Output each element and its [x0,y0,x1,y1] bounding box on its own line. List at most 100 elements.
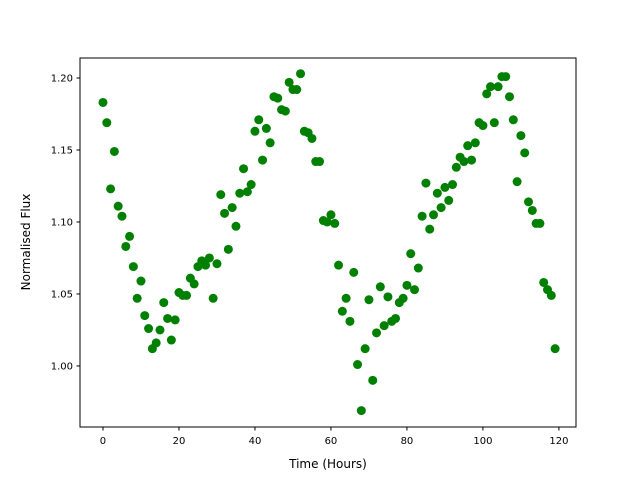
data-point [132,293,142,303]
data-point [489,118,499,128]
data-point [140,311,150,321]
data-point [220,208,230,218]
x-tick-label: 20 [173,436,186,447]
data-point [470,138,480,148]
data-point [166,335,176,345]
data-point [155,325,165,335]
data-point [208,293,218,303]
data-point [478,121,488,131]
data-point [356,406,366,416]
data-point [334,260,344,270]
data-point [170,315,180,325]
data-point [425,224,435,234]
data-point [117,211,127,221]
data-point [98,97,108,107]
data-point [231,221,241,231]
x-tick-label: 40 [249,436,262,447]
data-point [550,344,560,354]
data-point [242,187,252,197]
data-point [106,184,116,194]
x-tick-label: 0 [100,436,106,447]
data-point [125,231,135,241]
data-point [102,118,112,128]
data-point [284,77,294,87]
data-point [341,293,351,303]
data-point [486,82,496,92]
data-point [163,313,173,323]
data-point [375,282,385,292]
data-point [520,148,530,158]
data-point [501,72,511,82]
data-point [391,313,401,323]
y-tick-label: 1.05 [51,289,73,300]
data-point [273,93,283,103]
data-point [292,85,302,95]
data-point [372,328,382,338]
data-point [216,190,226,200]
data-point [246,180,256,190]
data-point [432,188,442,198]
data-point [493,82,503,92]
data-point [398,293,408,303]
data-point [235,188,245,198]
data-point [254,115,264,125]
data-point [364,295,374,305]
data-point [250,126,260,136]
data-point [406,249,416,259]
data-point [436,203,446,213]
data-point [151,338,161,348]
data-point [440,182,450,192]
data-point [512,177,522,187]
x-tick-label: 80 [401,436,414,447]
data-point [159,298,169,308]
axis-ticks: 0 20 40 60 80 100 120 1.00 1.05 1.10 1.15 1.20 [51,74,569,447]
data-point [189,279,199,289]
x-tick-label: 100 [473,436,492,447]
data-point [349,267,359,277]
data-point [258,155,268,165]
data-point [444,195,454,205]
data-point [459,157,469,167]
y-tick-label: 1.10 [51,217,73,228]
data-point [144,324,154,334]
data-point [182,290,192,300]
data-point [527,205,537,215]
x-tick-label: 60 [325,436,338,447]
data-point [315,157,325,167]
y-axis-label: Normalised Flux [19,194,33,291]
y-tick-label: 1.15 [51,145,73,156]
data-point [448,180,458,190]
data-point [337,306,347,316]
data-point [413,263,423,273]
data-point [463,141,473,151]
data-point [353,360,363,370]
y-tick-label: 1.00 [51,361,73,372]
data-point [505,92,515,102]
data-point [330,218,340,228]
axes-frame [79,57,577,428]
data-point [417,211,427,221]
data-point [421,178,431,188]
data-point [261,123,271,133]
data-point [280,106,290,116]
data-point [508,115,518,125]
data-point [227,203,237,213]
data-point [204,253,214,263]
data-point [136,276,146,286]
data-point [113,201,123,211]
data-point [239,164,249,174]
data-point [109,146,119,156]
data-point [524,197,534,207]
y-tick-label: 1.20 [51,74,73,85]
data-point [379,321,389,331]
data-point [410,285,420,295]
data-point [223,244,233,254]
data-point [402,280,412,290]
data-point [201,260,211,270]
data-point [535,218,545,228]
data-point [326,210,336,220]
data-point [546,290,556,300]
data-point [307,133,317,143]
